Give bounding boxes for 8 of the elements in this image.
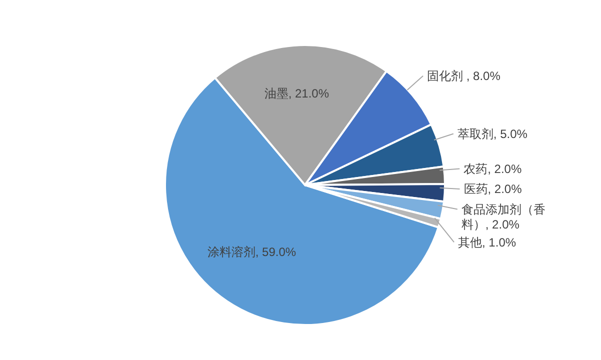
slice-label: 涂料溶剂, 59.0% — [207, 245, 296, 260]
slice-label: 其他, 1.0% — [458, 235, 516, 250]
slice-label: 固化剂 , 8.0% — [427, 69, 501, 84]
slice-label: 萃取剂, 5.0% — [457, 126, 528, 141]
slice-label: 油墨, 21.0% — [264, 86, 330, 100]
slice-label: 农药, 2.0% — [464, 162, 522, 176]
slice-label: 医药, 2.0% — [464, 182, 522, 196]
slice-label: 食品添加剂（香料）, 2.0% — [461, 202, 546, 232]
